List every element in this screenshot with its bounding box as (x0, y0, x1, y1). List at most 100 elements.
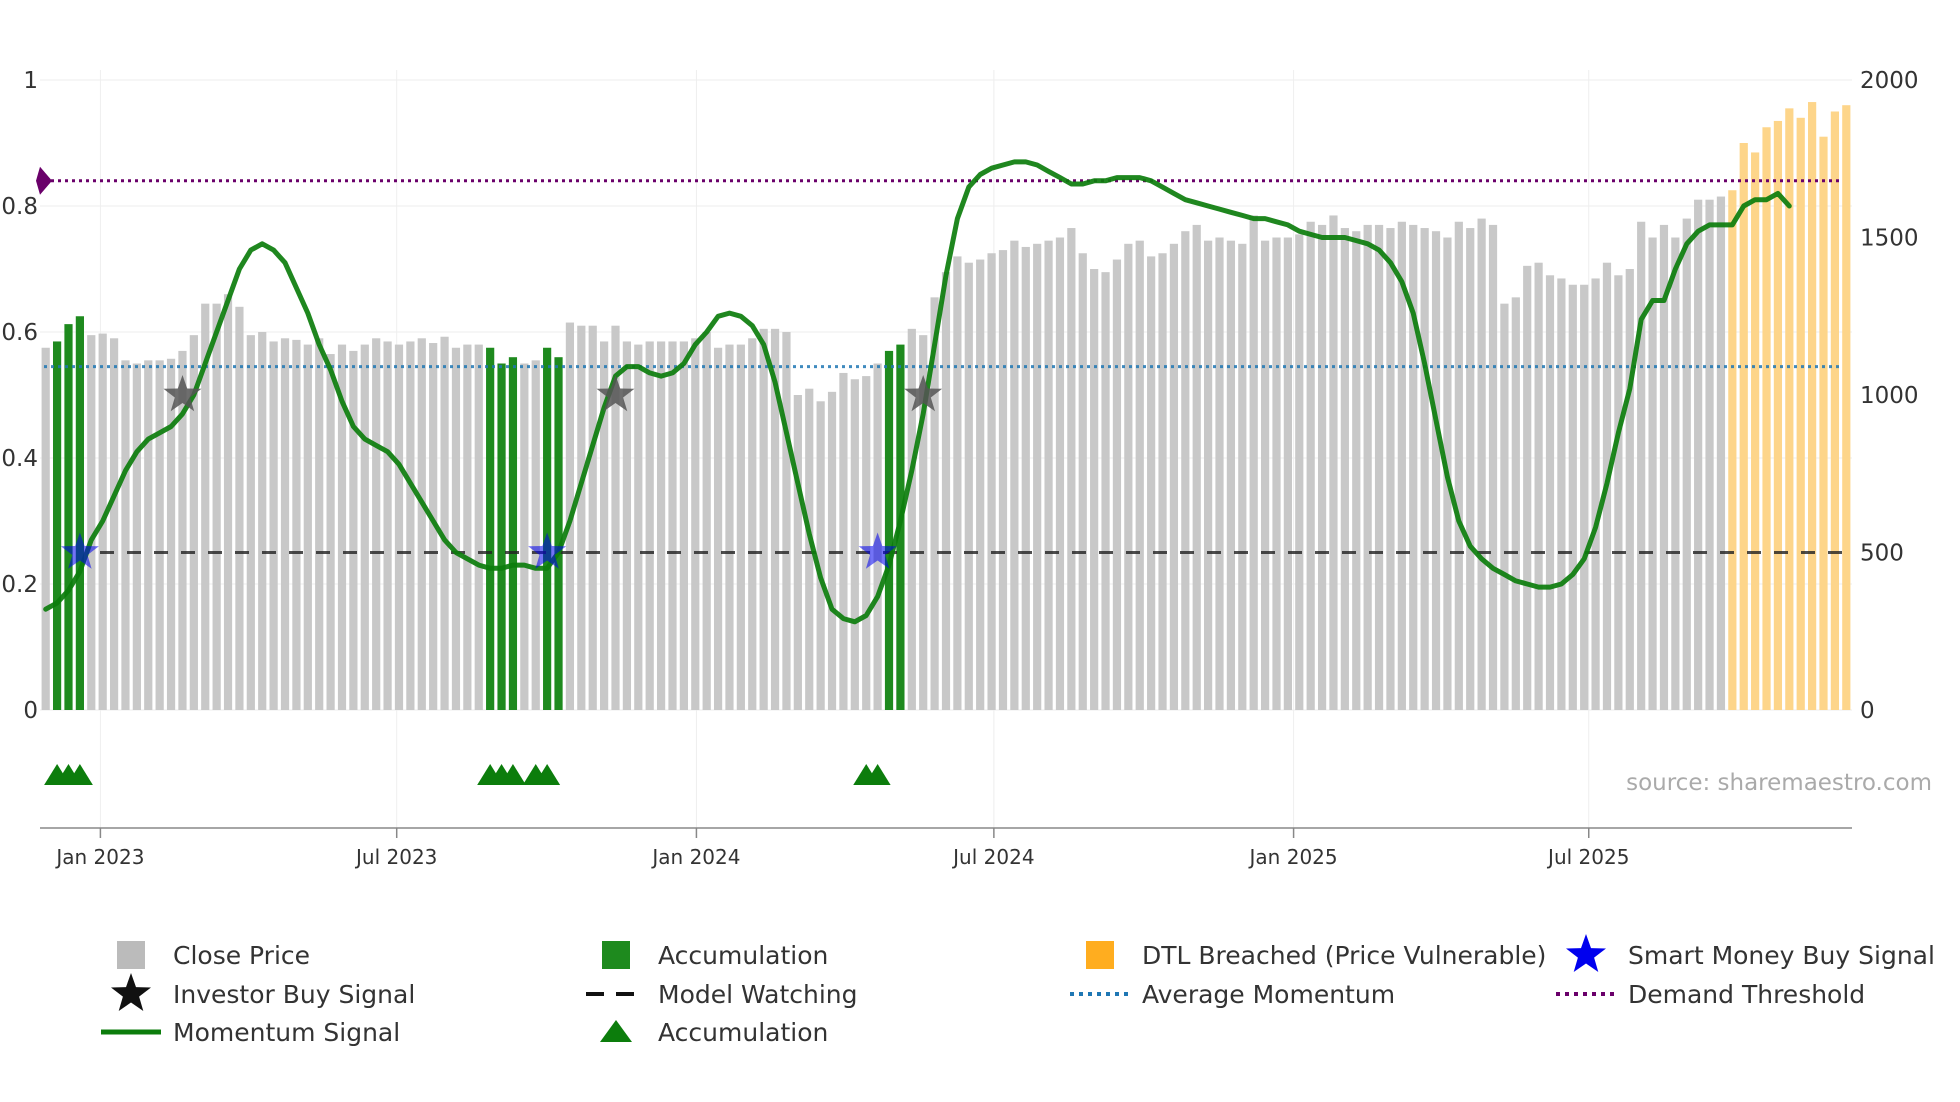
close-price-bar (679, 341, 688, 710)
close-price-bar (258, 332, 267, 710)
close-price-bar (1568, 284, 1577, 710)
close-price-bar (1112, 259, 1122, 710)
investor-buy-signal-star (163, 375, 202, 412)
close-price-bar (862, 376, 871, 710)
legend-label: Close Price (173, 941, 310, 970)
close-price-bar (1101, 272, 1110, 710)
accumulation-triangle (534, 764, 561, 785)
close-price-bar (1363, 224, 1372, 710)
left-tick-label: 0.8 (1, 194, 38, 220)
close-price-bar (600, 341, 609, 710)
close-price-bar (770, 328, 780, 710)
close-price-bar (121, 360, 130, 710)
accumulation-triangle (66, 764, 93, 785)
price-bars (41, 102, 1851, 711)
close-price-bar (315, 338, 324, 710)
close-price-bar (292, 339, 301, 710)
close-price-bar (1580, 284, 1589, 710)
right-tick-label: 1500 (1860, 226, 1919, 252)
close-price-bar (178, 350, 187, 710)
dtl-breached-bar (1739, 143, 1748, 710)
close-price-bar (1067, 228, 1076, 711)
close-price-bar (622, 341, 632, 710)
accumulation-bar (543, 347, 552, 710)
close-price-bar (531, 360, 540, 710)
close-price-bar (1226, 240, 1236, 710)
right-tick-label: 1000 (1860, 383, 1919, 409)
dtl-breached-bar (1842, 105, 1851, 710)
dtl-breached-bar (1785, 108, 1794, 711)
close-price-bar (964, 262, 973, 710)
close-price-bar (588, 325, 597, 710)
close-price-bar (201, 303, 210, 710)
accumulation-bar (64, 324, 73, 710)
close-price-bar (1340, 228, 1349, 711)
close-price-bar (1283, 237, 1292, 710)
close-price-bar (1625, 269, 1634, 710)
legend: Close Price Accumulation DTL Breached (Pri… (101, 934, 1935, 1047)
close-price-bar (1238, 243, 1247, 711)
close-price-bar (1295, 234, 1304, 710)
close-price-bar (1648, 237, 1657, 710)
close-price-bar (1420, 228, 1429, 711)
close-price-bar (1488, 224, 1498, 710)
x-tick-label: Jan 2025 (1248, 845, 1338, 869)
close-price-bar (383, 341, 392, 710)
close-price-bar (907, 328, 916, 710)
close-price-bar (1249, 215, 1258, 710)
legend-item: Accumulation (602, 941, 828, 970)
close-price-bar (611, 325, 620, 710)
close-price-bar (223, 294, 233, 710)
close-price-bar (1135, 240, 1144, 710)
right-tick-label: 2000 (1860, 68, 1919, 94)
close-price-bar (941, 272, 951, 710)
close-price-bar (1044, 240, 1053, 710)
legend-label: Investor Buy Signal (173, 980, 415, 1009)
close-price-bar (634, 344, 643, 710)
accumulation-triangle (864, 764, 891, 785)
legend-swatch (602, 941, 630, 969)
accumulation-bar (75, 316, 84, 710)
close-price-bar (1545, 275, 1555, 710)
demand-threshold-marker (36, 166, 52, 195)
close-price-bar (394, 344, 404, 710)
close-price-bar (1260, 240, 1270, 710)
close-price-bar (440, 336, 449, 710)
legend-item: Momentum Signal (101, 1018, 400, 1047)
legend-star-icon (111, 973, 151, 1011)
close-price-bar (850, 379, 859, 710)
legend-swatch (1086, 941, 1114, 969)
source-label: source: sharemaestro.com (1626, 770, 1932, 796)
dtl-breached-bar (1830, 111, 1840, 710)
close-price-bar (303, 344, 312, 710)
close-price-bar (759, 328, 768, 710)
close-price-bar (998, 250, 1008, 710)
close-price-bar (839, 372, 848, 710)
close-price-bar (1272, 237, 1281, 710)
close-price-bar (155, 360, 164, 710)
smart-money-buy-signal-star (528, 532, 567, 569)
investor-buy-signal-star (904, 375, 943, 412)
close-price-bar (132, 363, 141, 710)
close-price-bar (725, 344, 734, 710)
accumulation-bar (486, 347, 495, 710)
right-tick-label: 0 (1860, 698, 1875, 724)
legend-label: DTL Breached (Price Vulnerable) (1142, 941, 1546, 970)
close-price-bar (360, 344, 369, 710)
close-price-bar (1500, 303, 1509, 710)
x-tick-label: Jan 2024 (650, 845, 740, 869)
close-price-bar (702, 332, 711, 710)
legend-item: Average Momentum (1070, 980, 1395, 1009)
legend-item: DTL Breached (Price Vulnerable) (1086, 941, 1546, 970)
close-price-bar (1716, 196, 1726, 711)
close-price-bar (520, 363, 529, 710)
close-price-bar (1055, 237, 1065, 710)
close-price-bar (280, 338, 290, 710)
close-price-bar (987, 253, 996, 710)
accumulation-bar (497, 363, 506, 710)
momentum-signal-line (43, 159, 1792, 625)
close-price-bar (1397, 221, 1406, 710)
accumulation-bar (554, 357, 563, 710)
close-price-bar (816, 401, 825, 710)
close-price-bar (463, 344, 472, 710)
